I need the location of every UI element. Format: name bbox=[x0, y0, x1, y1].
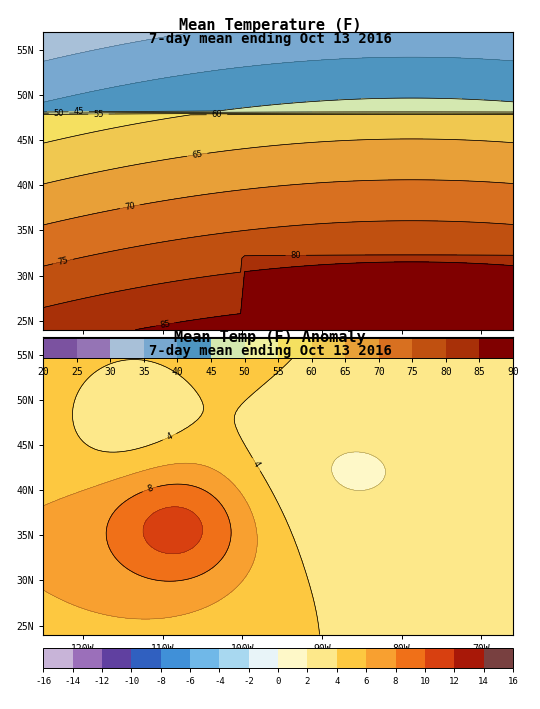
Text: 50: 50 bbox=[53, 108, 64, 118]
Text: 60: 60 bbox=[212, 110, 222, 119]
Text: 80: 80 bbox=[291, 251, 301, 260]
Text: Mean Temperature (F): Mean Temperature (F) bbox=[179, 18, 361, 33]
Text: 4: 4 bbox=[165, 432, 174, 442]
Text: 7-day mean ending Oct 13 2016: 7-day mean ending Oct 13 2016 bbox=[148, 344, 392, 358]
Text: 8: 8 bbox=[146, 484, 154, 494]
Text: 70: 70 bbox=[124, 201, 136, 212]
Text: 55: 55 bbox=[93, 110, 104, 118]
Text: 65: 65 bbox=[191, 150, 203, 160]
Text: 85: 85 bbox=[160, 319, 172, 330]
Text: 7-day mean ending Oct 13 2016: 7-day mean ending Oct 13 2016 bbox=[148, 32, 392, 46]
Text: Mean Temp (F) Anomaly: Mean Temp (F) Anomaly bbox=[174, 330, 366, 345]
Text: 4: 4 bbox=[251, 460, 261, 469]
Text: 45: 45 bbox=[73, 107, 84, 116]
Text: 75: 75 bbox=[57, 256, 69, 267]
